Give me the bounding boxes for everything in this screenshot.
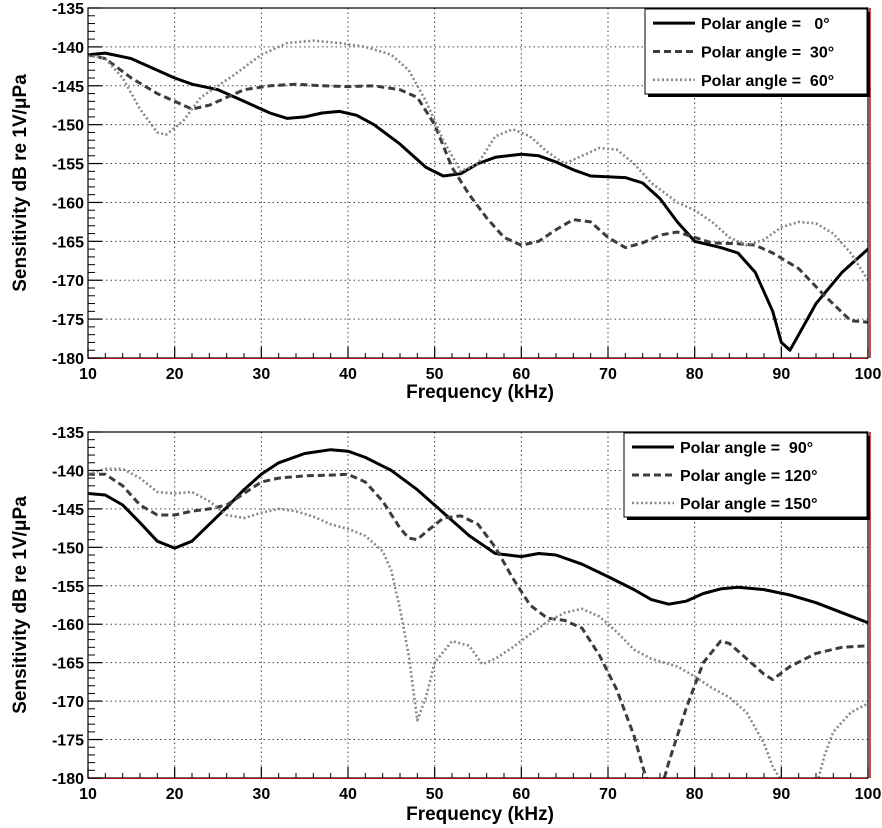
bottom-y-tick-label: -150	[52, 540, 84, 557]
top-y-tick-label: -145	[52, 79, 84, 96]
top-series-lines	[88, 39, 868, 352]
top-x-tick-label: 20	[166, 366, 184, 383]
bottom-series-line-dashed	[662, 639, 868, 778]
top-x-axis-label: Frequency (kHz)	[406, 382, 554, 403]
bottom-series-lines	[88, 448, 868, 778]
bottom-legend-label: Polar angle = 120°	[680, 468, 818, 485]
bottom-series-line-dotted	[88, 467, 781, 778]
bottom-legend-label: Polar angle = 150°	[680, 496, 818, 513]
top-legend: Polar angle = 0° Polar angle = 30° Polar a…	[644, 8, 870, 97]
bottom-x-tick-label: 70	[599, 786, 617, 803]
top-y-tick-label: -165	[52, 234, 84, 251]
bottom-ticks: 10 20 30 40 50 60 70 80 90 100 -135 -140 -145 -150 -15…	[52, 425, 881, 803]
top-x-tick-label: 50	[426, 366, 444, 383]
top-y-tick-label: -155	[52, 157, 84, 174]
top-y-tick-label: -150	[52, 118, 84, 135]
top-x-tick-label: 30	[252, 366, 270, 383]
top-chart: 10 20 30 40 50 60 70 80 90 100 -135 -140 -145 -150 -15…	[10, 1, 881, 403]
top-ticks: 10 20 30 40 50 60 70 80 90 100 -135 -140 -145 -150 -15…	[52, 1, 881, 383]
bottom-y-tick-label: -175	[52, 733, 84, 750]
bottom-y-tick-label: -155	[52, 579, 84, 596]
bottom-y-tick-label: -160	[52, 617, 84, 634]
bottom-y-tick-label: -170	[52, 694, 84, 711]
bottom-x-tick-label: 20	[166, 786, 184, 803]
bottom-legend: Polar angle = 90° Polar angle = 120° Polar…	[623, 432, 870, 520]
bottom-y-tick-label: -140	[52, 463, 84, 480]
bottom-series-line-dashed	[88, 472, 648, 778]
bottom-legend-label: Polar angle = 90°	[680, 440, 813, 457]
bottom-x-tick-label: 50	[426, 786, 444, 803]
bottom-x-tick-label: 100	[855, 786, 882, 803]
top-x-tick-label: 10	[79, 366, 97, 383]
bottom-chart: 10 20 30 40 50 60 70 80 90 100 -135 -140 -145 -150 -15…	[10, 425, 881, 825]
top-y-tick-label: -175	[52, 312, 84, 329]
top-series-line-solid	[88, 51, 868, 352]
bottom-x-tick-label: 30	[252, 786, 270, 803]
bottom-x-tick-label: 80	[686, 786, 704, 803]
top-x-tick-label: 70	[599, 366, 617, 383]
top-y-tick-label: -160	[52, 195, 84, 212]
bottom-grid	[88, 432, 868, 778]
top-y-axis-label: Sensitivity dB re 1V/μPa	[10, 74, 31, 292]
top-series-line-dotted	[88, 39, 868, 281]
bottom-x-tick-label: 60	[512, 786, 530, 803]
bottom-y-tick-label: -135	[52, 425, 84, 442]
bottom-y-tick-label: -145	[52, 502, 84, 519]
bottom-series-line-solid	[88, 448, 868, 625]
bottom-x-axis-label: Frequency (kHz)	[406, 804, 554, 825]
bottom-x-tick-label: 10	[79, 786, 97, 803]
top-y-tick-label: -180	[52, 351, 84, 368]
top-legend-label: Polar angle = 60°	[701, 73, 834, 90]
top-x-tick-label: 100	[855, 366, 882, 383]
bottom-y-tick-label: -165	[52, 656, 84, 673]
top-y-tick-label: -135	[52, 1, 84, 18]
bottom-y-tick-label: -180	[52, 771, 84, 788]
top-x-tick-label: 60	[512, 366, 530, 383]
top-legend-label: Polar angle = 0°	[701, 16, 830, 33]
top-x-tick-label: 80	[686, 366, 704, 383]
top-x-tick-label: 90	[772, 366, 790, 383]
bottom-x-tick-label: 90	[772, 786, 790, 803]
bottom-y-axis-label: Sensitivity dB re 1V/μPa	[10, 496, 31, 714]
top-y-tick-label: -170	[52, 273, 84, 290]
bottom-x-tick-label: 40	[339, 786, 357, 803]
bottom-legend-entries: Polar angle = 90° Polar angle = 120° Polar…	[632, 440, 818, 513]
top-series-line-dashed	[88, 53, 868, 324]
top-legend-label: Polar angle = 30°	[701, 45, 834, 62]
top-y-tick-label: -140	[52, 40, 84, 57]
top-x-tick-label: 40	[339, 366, 357, 383]
top-legend-entries: Polar angle = 0° Polar angle = 30° Polar a…	[653, 16, 834, 90]
